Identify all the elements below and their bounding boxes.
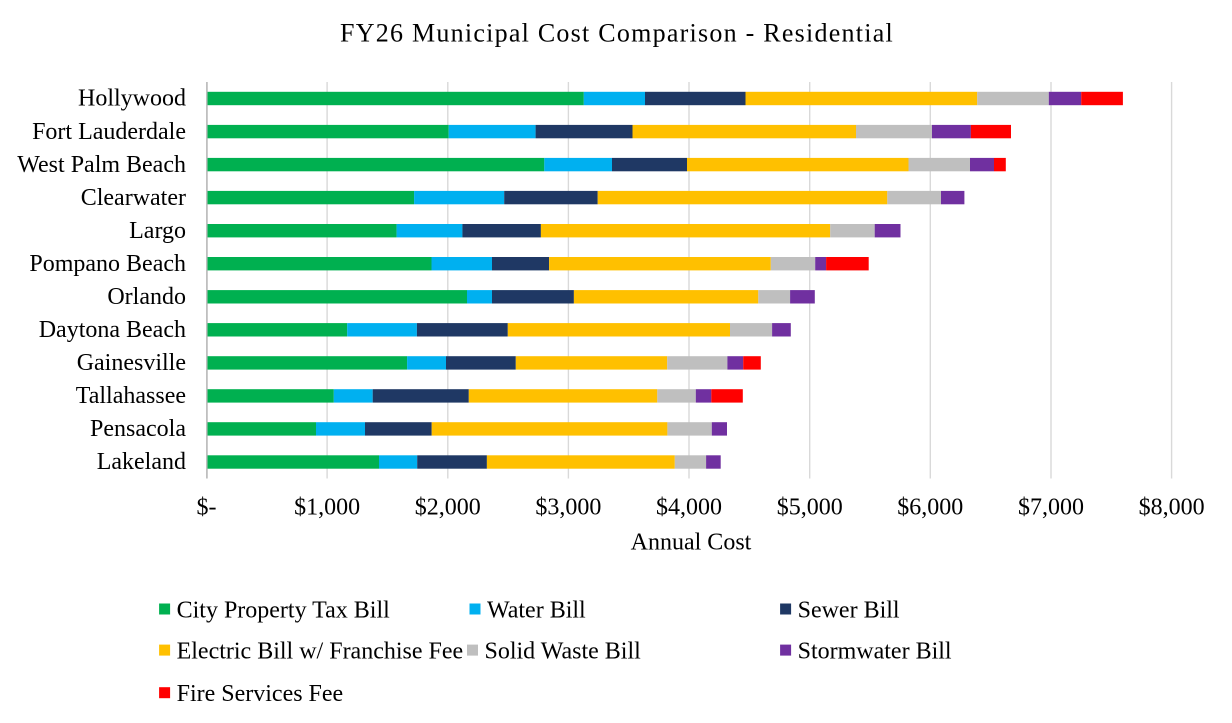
svg-text:City Property Tax Bill: City Property Tax Bill [177,597,391,623]
svg-text:Hollywood: Hollywood [78,86,186,112]
svg-text:Annual Cost: Annual Cost [631,530,752,556]
svg-text:$6,000: $6,000 [897,494,963,520]
svg-text:West Palm Beach: West Palm Beach [17,152,186,178]
svg-text:Sewer Bill: Sewer Bill [798,597,900,623]
svg-text:$8,000: $8,000 [1139,494,1205,520]
svg-text:Orlando: Orlando [107,284,186,310]
svg-text:$7,000: $7,000 [1018,494,1084,520]
svg-text:$4,000: $4,000 [656,494,722,520]
svg-text:$-: $- [197,494,217,520]
svg-text:Fire Services Fee: Fire Services Fee [177,681,344,707]
svg-text:Solid Waste Bill: Solid Waste Bill [485,639,642,665]
svg-text:Largo: Largo [129,218,186,244]
svg-text:Fort Lauderdale: Fort Lauderdale [32,119,186,145]
svg-text:Gainesville: Gainesville [77,350,186,376]
svg-text:Clearwater: Clearwater [81,185,186,211]
svg-text:Daytona Beach: Daytona Beach [39,317,186,343]
svg-text:Stormwater Bill: Stormwater Bill [798,639,952,665]
svg-text:$2,000: $2,000 [415,494,481,520]
svg-text:Water Bill: Water Bill [487,597,586,623]
svg-text:$3,000: $3,000 [535,494,601,520]
svg-text:$1,000: $1,000 [294,494,360,520]
svg-text:Tallahassee: Tallahassee [76,383,186,409]
svg-text:Pensacola: Pensacola [90,416,186,442]
svg-text:Lakeland: Lakeland [97,449,186,475]
svg-text:FY26 Municipal Cost Comparison: FY26 Municipal Cost Comparison - Residen… [340,18,894,47]
svg-text:Electric Bill w/ Franchise Fee: Electric Bill w/ Franchise Fee [177,639,464,665]
svg-text:$5,000: $5,000 [777,494,843,520]
svg-text:Pompano Beach: Pompano Beach [29,251,186,277]
